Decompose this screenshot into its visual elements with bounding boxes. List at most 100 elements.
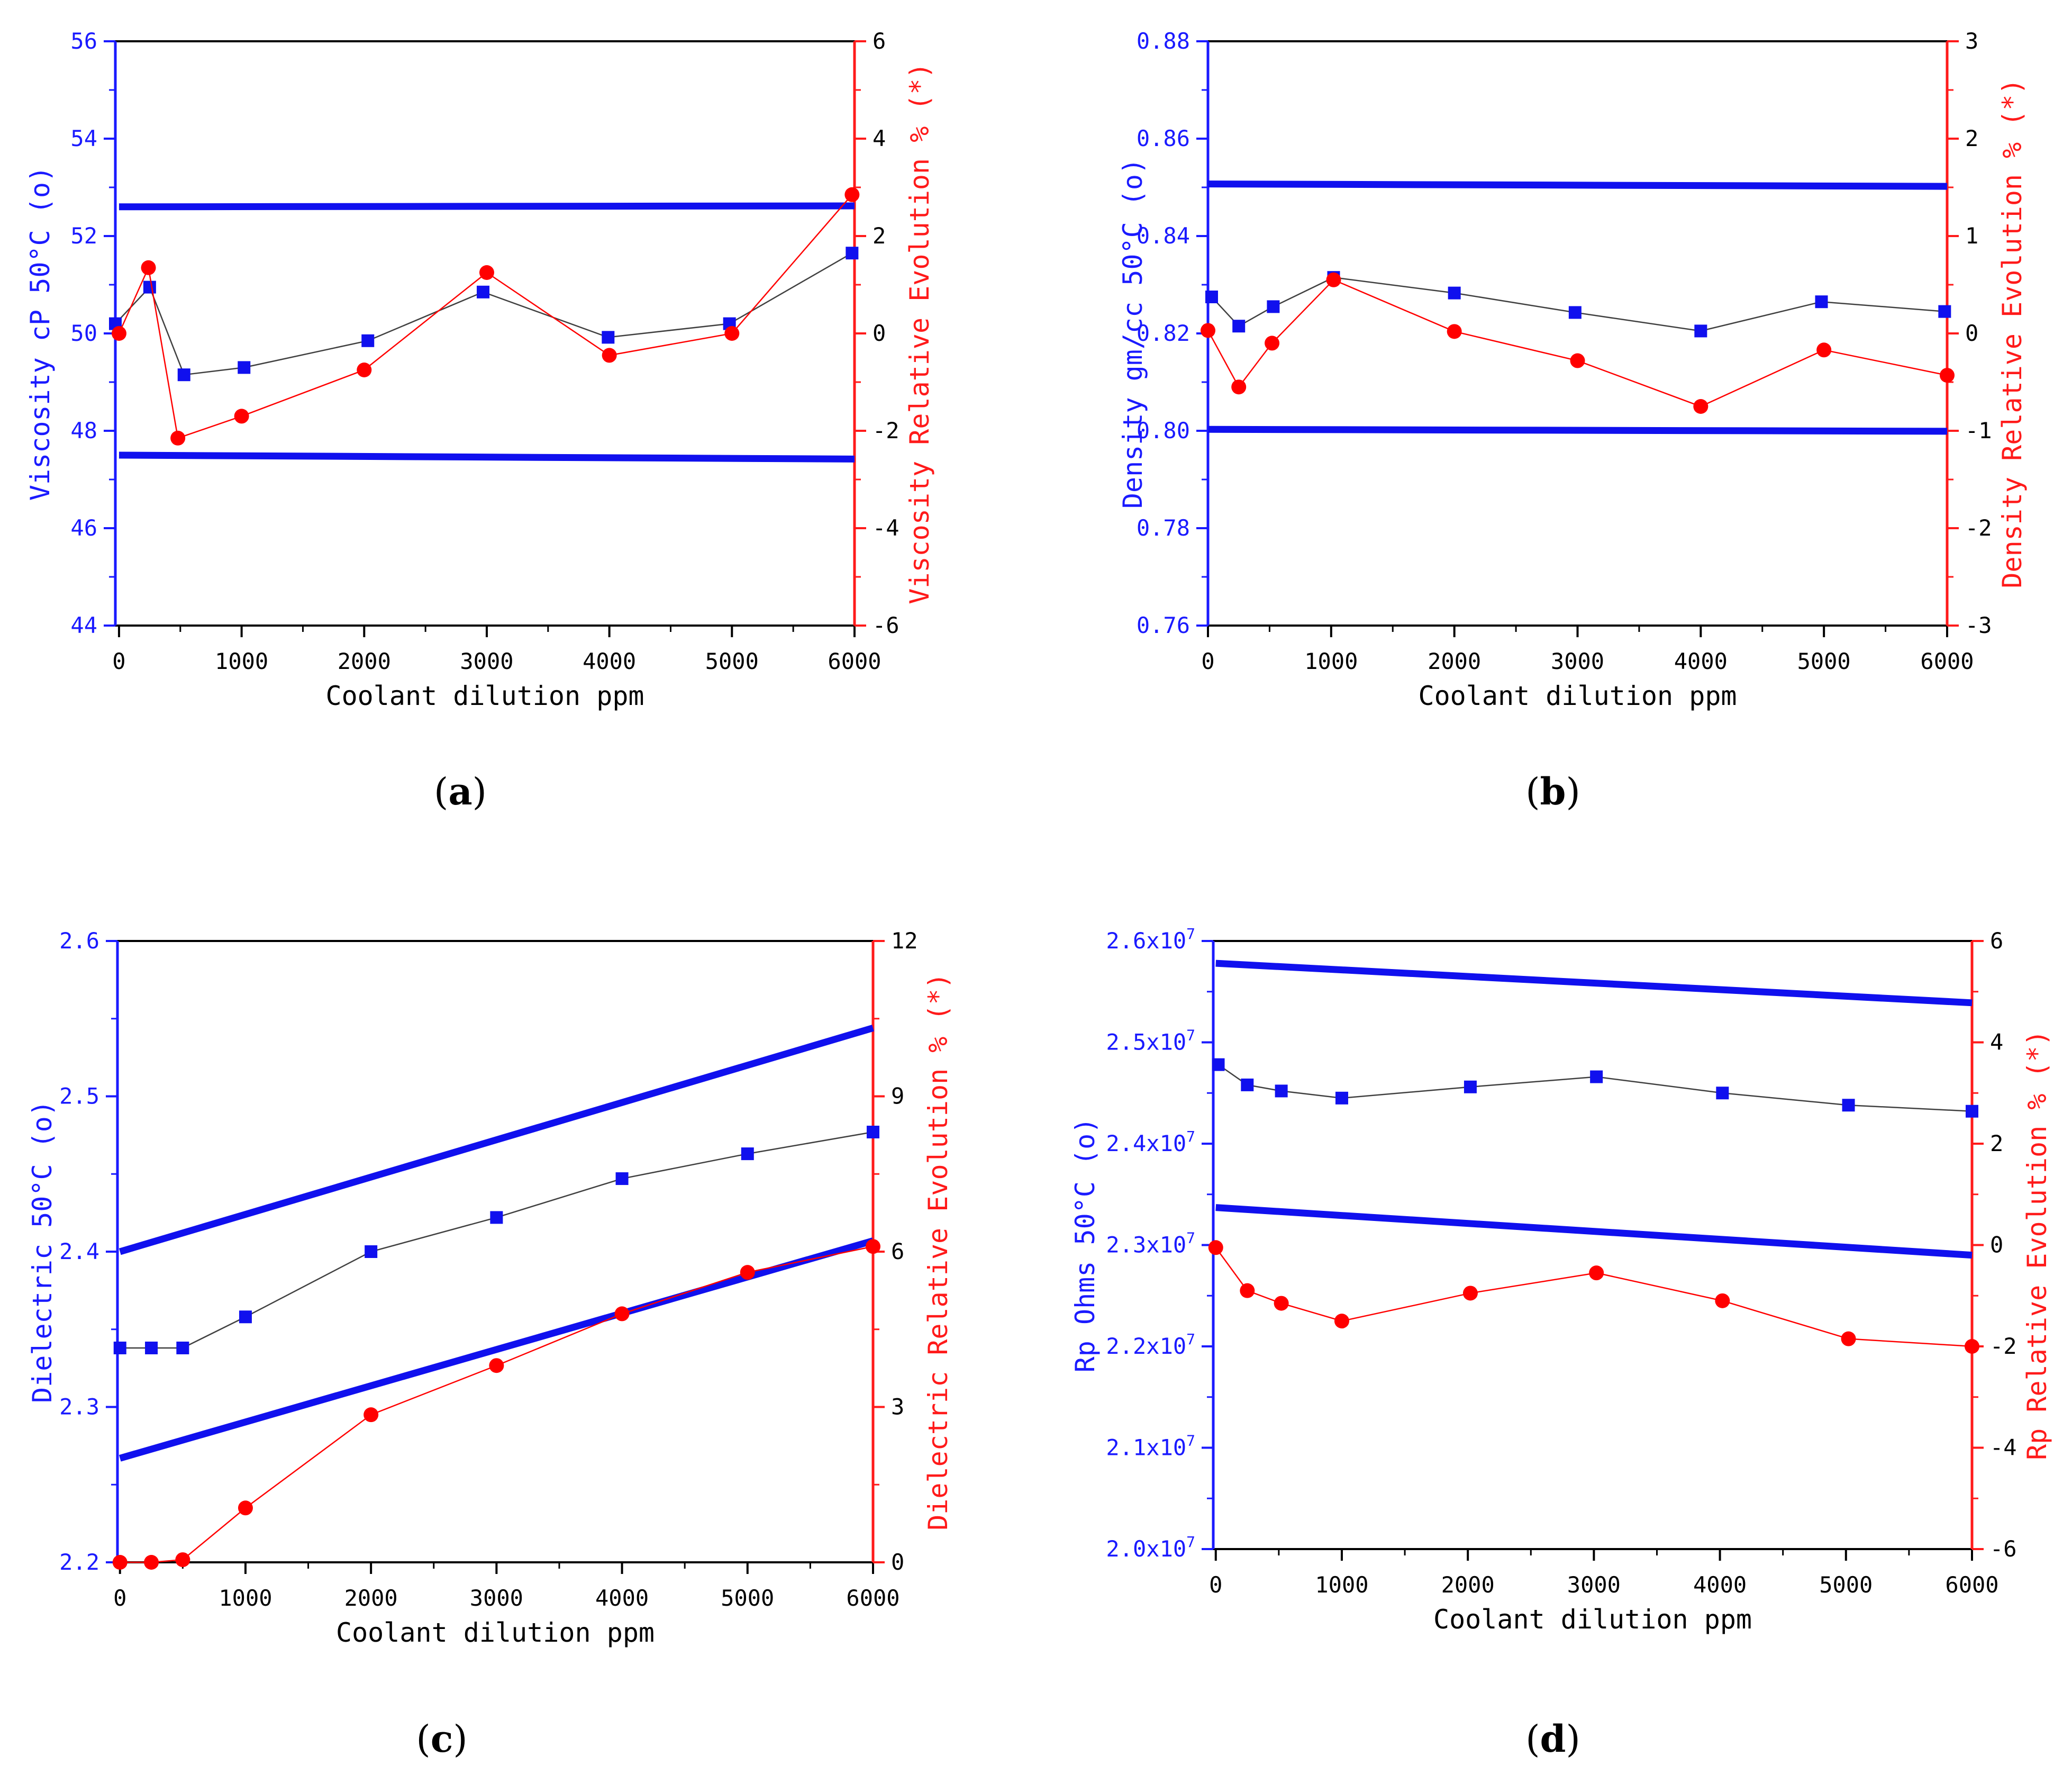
x-tick-label: 1000: [219, 1585, 272, 1611]
right-y-tick-label: 4: [1990, 1029, 2003, 1055]
limit-line-upper-limit: [119, 1025, 874, 1255]
chart-b: 0 1000 2000 3000 4000 5000 6000 0.76 0.78 0.80 0.8…: [1117, 28, 2028, 813]
square-point: [1448, 286, 1461, 300]
chart-a: 0 1000 2000 3000 4000 5000 600044464850525456-…: [25, 28, 935, 813]
square-point: [846, 247, 859, 260]
left-y-tick-label: 2.2x107: [1106, 1331, 1195, 1359]
left-y-tick-label: 48: [70, 418, 97, 444]
right-y-tick-label: 3: [891, 1394, 904, 1420]
x-tick-label: 2000: [338, 648, 391, 674]
square-point: [113, 1341, 126, 1354]
square-point: [1694, 324, 1707, 338]
left-y-tick-label: 0.86: [1137, 125, 1190, 151]
right-y-tick-label: 0: [891, 1549, 904, 1575]
circle-point: [1715, 1293, 1730, 1308]
x-tick-label: 3000: [1551, 648, 1604, 674]
panel-caption: (c): [416, 1717, 467, 1761]
right-y-tick-label: 6: [1990, 928, 2003, 954]
x-axis-title: Coolant dilution ppm: [325, 681, 644, 711]
square-point: [176, 1341, 189, 1354]
circle-point: [357, 363, 372, 377]
right-y-tick-label: 3: [1965, 28, 1978, 54]
circle-point: [234, 409, 249, 424]
circle-point: [1265, 336, 1280, 351]
left-y-tick-label: 0.80: [1137, 418, 1190, 444]
x-tick-label: 3000: [460, 648, 513, 674]
circle-point: [724, 326, 740, 341]
right-y-tick-label: -1: [1965, 418, 1992, 444]
square-point: [602, 331, 615, 344]
square-point: [741, 1147, 754, 1161]
x-tick-label: 5000: [705, 648, 759, 674]
left-y-tick-label: 52: [70, 223, 97, 249]
circle-point: [614, 1306, 630, 1322]
right-y-tick-label: -3: [1965, 612, 1992, 638]
x-axis-title: Coolant dilution ppm: [1418, 681, 1737, 711]
square-point: [1842, 1099, 1855, 1112]
circle-point: [1940, 368, 1955, 383]
x-tick-label: 4000: [595, 1585, 649, 1611]
left-y-tick-label: 2.6x107: [1106, 925, 1195, 954]
right-y-tick-label: 2: [1965, 125, 1978, 151]
left-y-axis-title: Density gm/cc 50°C (o): [1117, 158, 1148, 509]
square-point: [1815, 295, 1828, 309]
circle-point: [1570, 353, 1585, 368]
limit-line-lower-limit: [1215, 1204, 1973, 1259]
square-point: [143, 280, 156, 294]
square-point: [1716, 1087, 1729, 1100]
right-y-tick-label: 6: [873, 28, 886, 54]
left-y-tick-label: 44: [70, 612, 97, 638]
x-tick-label: 1000: [215, 648, 268, 674]
circle-point: [175, 1552, 190, 1568]
panel-caption: (a): [434, 770, 487, 813]
left-y-axis-title: Dielectric 50°C (o): [27, 1100, 58, 1403]
square-point: [145, 1341, 158, 1354]
left-y-tick-label: 0.82: [1137, 320, 1190, 346]
limit-line-lower-limit: [119, 451, 855, 463]
chart-d: 0 1000 2000 3000 4000 5000 6000 2.0x107 2.1x107 2…: [1070, 925, 2052, 1761]
x-tick-label: 5000: [1819, 1572, 1873, 1598]
circle-point: [1334, 1314, 1349, 1329]
circle-point: [1240, 1283, 1255, 1298]
circle-point: [489, 1358, 504, 1373]
x-tick-label: 3000: [470, 1585, 523, 1611]
square-point: [1938, 305, 1951, 318]
circle-point: [1231, 379, 1247, 395]
right-y-tick-label: 0: [1990, 1232, 2003, 1258]
right-y-tick-label: -6: [873, 612, 899, 638]
square-point: [490, 1211, 503, 1224]
square-point: [1335, 1091, 1348, 1105]
circle-point: [144, 1555, 159, 1570]
right-y-tick-label: 12: [891, 928, 918, 954]
square-point: [1241, 1078, 1254, 1091]
square-point: [1590, 1070, 1603, 1083]
circle-point: [1274, 1296, 1289, 1311]
x-tick-label: 2000: [1441, 1572, 1495, 1598]
panel-caption: (d): [1525, 1717, 1580, 1761]
square-point: [1275, 1084, 1288, 1098]
left-y-tick-label: 0.76: [1137, 612, 1190, 638]
left-y-tick-label: 2.4: [59, 1238, 99, 1264]
panel-caption: (b): [1525, 770, 1580, 813]
circle-point: [238, 1500, 253, 1516]
square-point: [867, 1126, 879, 1139]
circle-point: [844, 187, 860, 202]
left-y-tick-label: 2.2: [59, 1549, 99, 1575]
left-y-tick-label: 0.84: [1137, 223, 1190, 249]
limit-line-upper-limit: [1207, 180, 1948, 190]
left-y-tick-label: 2.3: [59, 1394, 99, 1420]
left-y-tick-label: 2.4x107: [1106, 1128, 1195, 1156]
x-tick-label: 1000: [1304, 648, 1358, 674]
circle-point: [1326, 272, 1341, 287]
left-y-axis-title: Rp Ohms 50°C (o): [1070, 1118, 1101, 1373]
right-y-tick-label: -6: [1990, 1536, 2017, 1562]
right-y-tick-label: -2: [1965, 515, 1992, 541]
right-y-tick-label: 2: [873, 223, 886, 249]
circle-point: [1693, 399, 1709, 414]
x-tick-label: 2000: [344, 1585, 398, 1611]
x-tick-label: 0: [1209, 1572, 1222, 1598]
x-tick-label: 6000: [846, 1585, 899, 1611]
x-tick-label: 1000: [1315, 1572, 1368, 1598]
circle-point: [1816, 342, 1832, 358]
left-y-tick-label: 2.1x107: [1106, 1432, 1195, 1461]
